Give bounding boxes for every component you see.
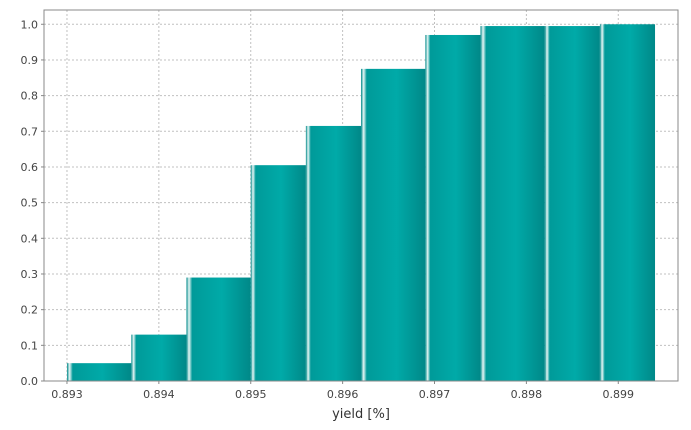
y-tick-label: 0.0 — [21, 375, 39, 388]
x-tick-label: 0.897 — [419, 388, 451, 401]
histogram-bar — [425, 34, 481, 381]
histogram-bar — [186, 277, 251, 381]
y-tick-label: 0.9 — [21, 54, 39, 67]
x-tick-label: 0.895 — [235, 388, 267, 401]
histogram-bar — [305, 125, 361, 381]
histogram-bar — [544, 26, 600, 381]
histogram-bar — [131, 334, 187, 381]
x-tick-label: 0.898 — [511, 388, 543, 401]
x-tick-label: 0.894 — [143, 388, 175, 401]
y-tick-label: 0.5 — [21, 197, 39, 210]
x-axis-ticks: 0.893 0.894 0.895 0.896 0.897 0.898 0.899 — [51, 381, 634, 401]
bars — [66, 24, 656, 382]
y-axis-ticks: 0.0 0.1 0.2 0.3 0.4 0.5 0.6 0.7 0.8 0.9 1.0 — [21, 18, 44, 388]
histogram-bar — [66, 363, 132, 381]
histogram-bar — [480, 26, 545, 381]
x-axis-title: yield [%] — [332, 407, 390, 422]
y-tick-label: 0.6 — [21, 161, 39, 174]
plot-border — [43, 9, 679, 382]
y-tick-label: 0.4 — [21, 232, 39, 245]
x-tick-label: 0.896 — [327, 388, 359, 401]
x-tick-label: 0.893 — [51, 388, 83, 401]
histogram-bar — [250, 165, 306, 381]
y-tick-label: 0.1 — [21, 339, 39, 352]
y-tick-label: 0.2 — [21, 304, 39, 317]
y-tick-label: 0.8 — [21, 90, 39, 103]
y-tick-label: 1.0 — [21, 18, 39, 31]
x-tick-label: 0.899 — [603, 388, 635, 401]
histogram-bar — [361, 68, 426, 381]
histogram-bar — [599, 24, 656, 382]
y-tick-label: 0.7 — [21, 125, 39, 138]
y-tick-label: 0.3 — [21, 268, 39, 281]
